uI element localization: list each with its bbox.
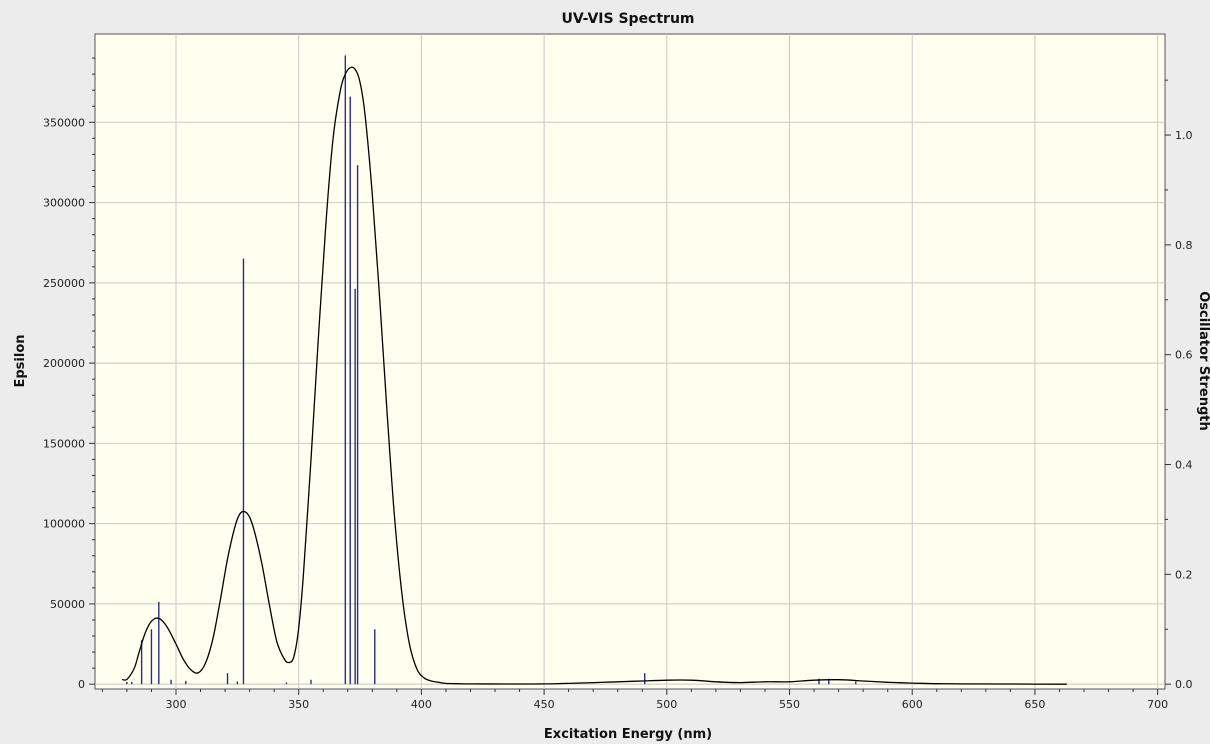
plot-area-group: 300 350 400 450 500 550 600 650 700 0 50000 100000 1… <box>43 33 1193 711</box>
x-tick-label: 300 <box>165 698 186 711</box>
y-tick-label-left: 50000 <box>50 598 85 611</box>
x-axis-label: Excitation Energy (nm) <box>544 727 712 742</box>
x-tick-label: 500 <box>656 698 677 711</box>
x-tick-label: 650 <box>1024 698 1045 711</box>
x-tick-label: 450 <box>534 698 555 711</box>
gridlines <box>95 34 1165 689</box>
x-tick-label: 350 <box>288 698 309 711</box>
y-tick-label-right: 0.4 <box>1175 459 1193 472</box>
y-tick-label-right: 1.0 <box>1175 129 1193 142</box>
y-tick-label-right: 0.2 <box>1175 568 1193 581</box>
x-tick-label: 550 <box>779 698 800 711</box>
x-tick-label: 700 <box>1147 698 1168 711</box>
y-tick-label-left: 200000 <box>43 357 85 370</box>
chart-title: UV-VIS Spectrum <box>561 11 694 27</box>
epsilon-curve <box>121 66 1067 685</box>
y-axis-label-left: Epsilon <box>13 334 28 387</box>
y-tick-label-left: 150000 <box>43 437 85 450</box>
y-axis-label-right: Oscillator Strength <box>1196 291 1210 431</box>
y-tick-label-left: 0 <box>78 678 85 691</box>
y-tick-label-right: 0.0 <box>1175 678 1193 691</box>
y-tick-label-left: 300000 <box>43 197 85 210</box>
plot-background <box>94 33 1166 690</box>
axis-ticks <box>89 57 1171 695</box>
y-tick-label-right: 0.8 <box>1175 239 1193 252</box>
oscillator-sticks <box>126 55 857 685</box>
y-tick-label-left: 350000 <box>43 116 85 129</box>
y-tick-label-left: 250000 <box>43 277 85 290</box>
y-tick-label-right: 0.6 <box>1175 349 1193 362</box>
x-tick-label: 400 <box>411 698 432 711</box>
y-tick-label-left: 100000 <box>43 518 85 531</box>
x-tick-label: 600 <box>902 698 923 711</box>
tick-labels: 300 350 400 450 500 550 600 650 700 0 50000 100000 1… <box>43 116 1193 711</box>
